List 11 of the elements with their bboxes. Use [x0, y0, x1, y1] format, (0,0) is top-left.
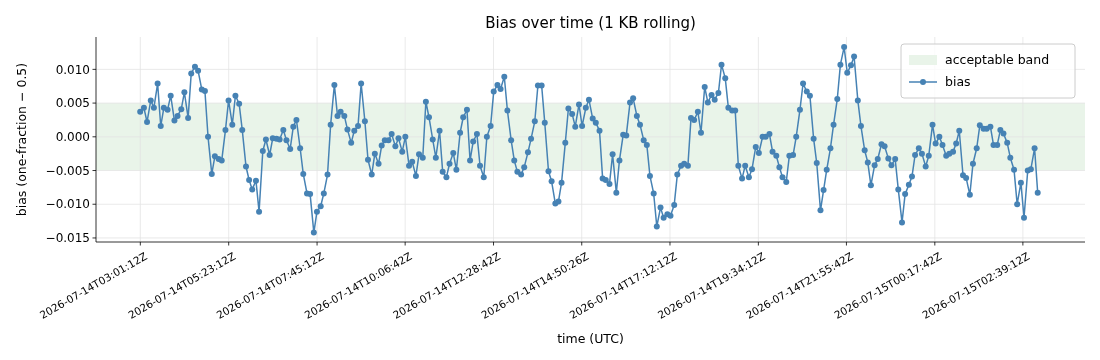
y-tick-label: 0.010: [55, 62, 90, 77]
y-tick-label: 0.005: [55, 96, 90, 111]
y-axis-title: bias (one-fraction − 0.5): [14, 62, 29, 217]
y-tick-label: −0.005: [45, 163, 90, 178]
chart-title: Bias over time (1 KB rolling): [485, 14, 696, 32]
y-tick-label: −0.015: [45, 231, 90, 246]
x-axis-title: time (UTC): [557, 331, 624, 346]
legend-label: acceptable band: [945, 52, 1050, 68]
y-tick-label: 0.000: [55, 130, 90, 144]
y-tick-label: −0.010: [45, 197, 90, 212]
legend-label: bias: [945, 74, 971, 90]
